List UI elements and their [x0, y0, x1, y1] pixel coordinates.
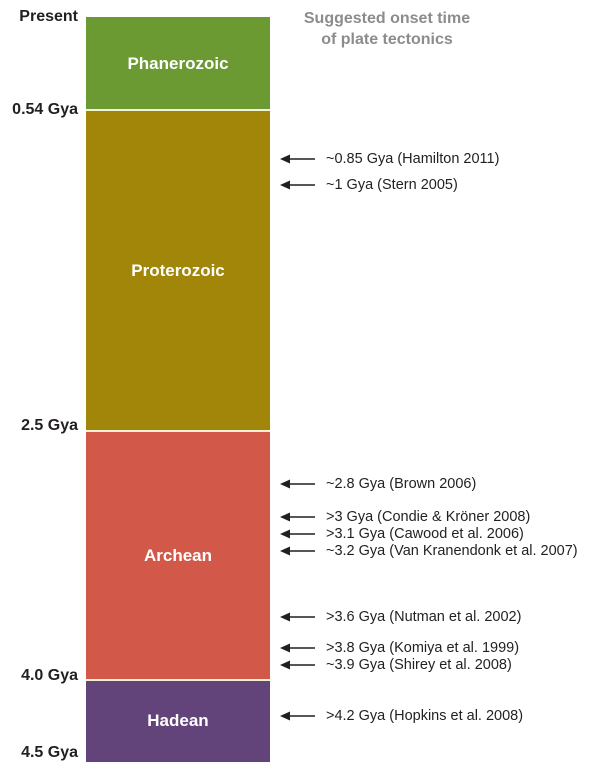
eon-phanerozoic: Phanerozoic — [86, 17, 270, 110]
reference-text: ~0.85 Gya (Hamilton 2011) — [326, 150, 500, 167]
reference-item: ~3.9 Gya (Shirey et al. 2008) — [280, 656, 512, 673]
reference-item: ~2.8 Gya (Brown 2006) — [280, 475, 476, 492]
title-line-1: Suggested onset time — [303, 10, 471, 27]
reference-text: >3.6 Gya (Nutman et al. 2002) — [326, 608, 522, 625]
reference-item: ~3.2 Gya (Van Kranendonk et al. 2007) — [280, 542, 578, 559]
reference-text: >3 Gya (Condie & Kröner 2008) — [326, 508, 531, 525]
boundary-divider — [86, 109, 270, 111]
axis-label-4-5-gya: 4.5 Gya — [21, 744, 78, 761]
reference-item: >3.1 Gya (Cawood et al. 2006) — [280, 525, 524, 542]
reference-text: ~1 Gya (Stern 2005) — [326, 176, 458, 193]
left-arrow-icon — [280, 479, 315, 488]
left-arrow-icon — [280, 180, 315, 189]
reference-text: >3.1 Gya (Cawood et al. 2006) — [326, 525, 524, 542]
eon-proterozoic: Proterozoic — [86, 110, 270, 431]
left-arrow-icon — [280, 154, 315, 163]
left-arrow-icon — [280, 643, 315, 652]
reference-item: ~1 Gya (Stern 2005) — [280, 176, 458, 193]
axis-label-present: Present — [19, 8, 78, 25]
left-arrow-icon — [280, 711, 315, 720]
reference-text: ~2.8 Gya (Brown 2006) — [326, 475, 477, 492]
reference-text: >3.8 Gya (Komiya et al. 1999) — [326, 639, 520, 656]
axis-label-2-5-gya: 2.5 Gya — [21, 417, 78, 434]
left-arrow-icon — [280, 660, 315, 669]
left-arrow-icon — [280, 529, 315, 538]
reference-item: >3 Gya (Condie & Kröner 2008) — [280, 508, 530, 525]
geologic-timescale-column: Phanerozoic Proterozoic Archean Hadean — [86, 17, 270, 762]
left-arrow-icon — [280, 512, 315, 521]
eon-hadean: Hadean — [86, 680, 270, 762]
reference-item: >4.2 Gya (Hopkins et al. 2008) — [280, 707, 523, 724]
eon-archean: Archean — [86, 431, 270, 680]
left-arrow-icon — [280, 612, 315, 621]
title-line-2: of plate tectonics — [321, 31, 453, 48]
eon-label: Proterozoic — [131, 260, 225, 280]
eon-label: Archean — [143, 545, 213, 565]
reference-text: ~3.2 Gya (Van Kranendonk et al. 2007) — [326, 542, 578, 559]
reference-item: >3.8 Gya (Komiya et al. 1999) — [280, 639, 519, 656]
eon-label: Hadean — [147, 711, 209, 730]
column-title: Suggested onset time of plate tectonics — [292, 8, 482, 50]
reference-text: >4.2 Gya (Hopkins et al. 2008) — [326, 707, 524, 724]
axis-label-0-54-gya: 0.54 Gya — [12, 101, 78, 118]
left-arrow-icon — [280, 546, 315, 555]
reference-item: ~0.85 Gya (Hamilton 2011) — [280, 150, 499, 167]
eon-label: Phanerozoic — [127, 53, 229, 73]
reference-item: >3.6 Gya (Nutman et al. 2002) — [280, 608, 521, 625]
reference-text: ~3.9 Gya (Shirey et al. 2008) — [326, 656, 512, 673]
boundary-divider — [86, 430, 270, 432]
boundary-divider — [86, 679, 270, 681]
axis-label-4-0-gya: 4.0 Gya — [21, 667, 78, 684]
